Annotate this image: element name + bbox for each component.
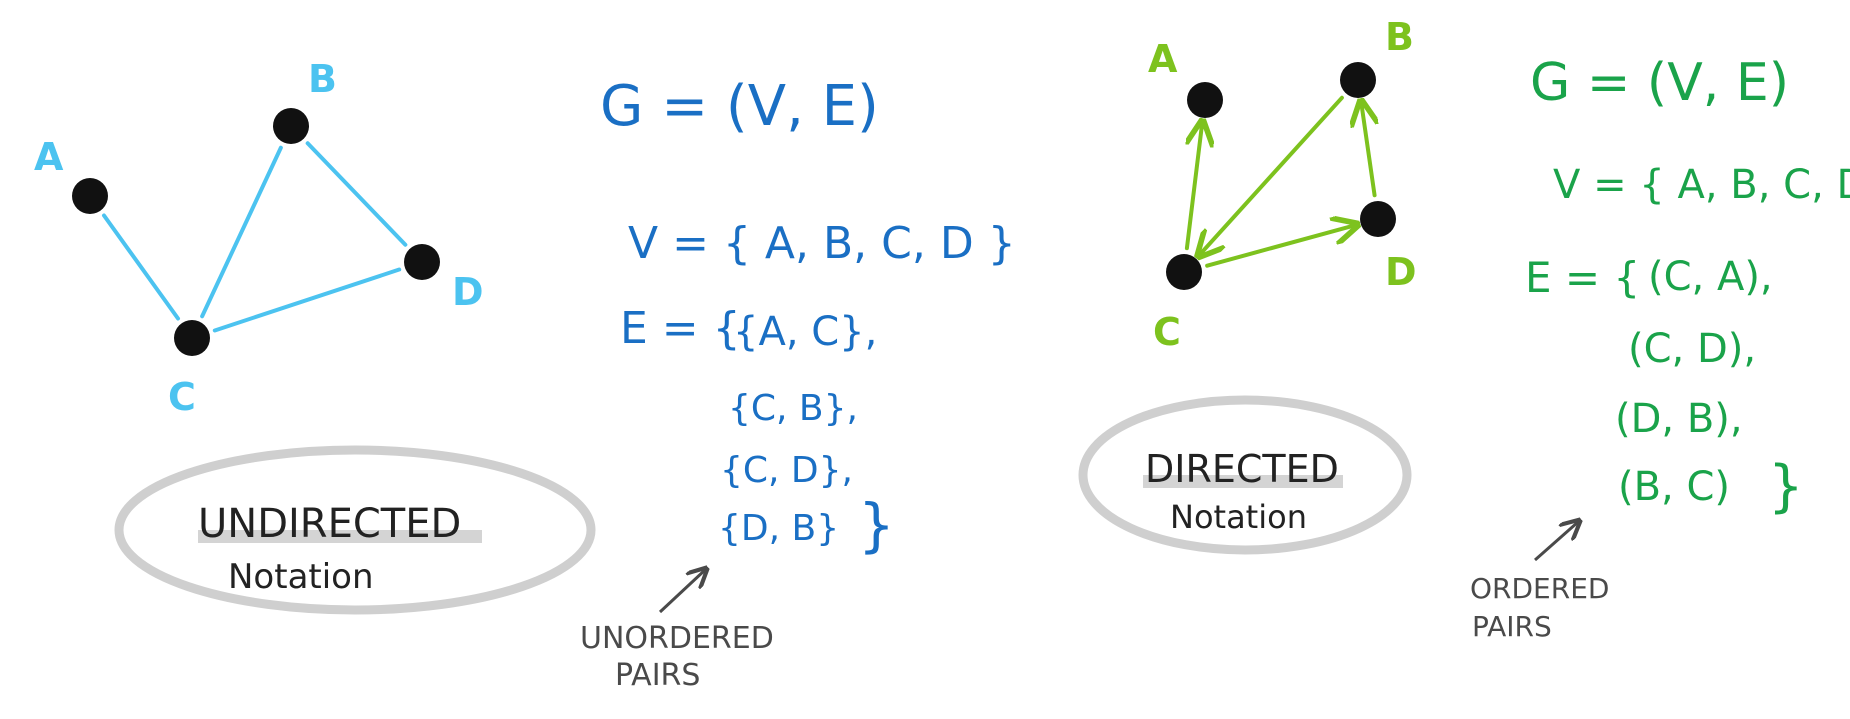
directed-edge-b-c [1200, 95, 1344, 254]
undirected-edge-c-d [212, 267, 402, 333]
undirected-graph-def: G = (V, E) [600, 74, 879, 139]
undirected-title-ellipse [114, 445, 596, 615]
undirected-node-label-c: C [168, 375, 196, 419]
undirected-edge-set-close: } [858, 491, 895, 559]
directed-graph-def: G = (V, E) [1530, 53, 1789, 113]
directed-node-label-d: D [1385, 250, 1417, 294]
undirected-edge-item: {C, B}, [728, 388, 858, 429]
directed-node-d [1360, 201, 1396, 237]
directed-edge-item: (C, A), [1648, 254, 1773, 300]
undirected-vertex-set: V = { A, B, C, D } [628, 218, 1016, 269]
undirected-edge-item: {C, D}, [720, 450, 853, 491]
directed-note: ORDERED PAIRS [1470, 522, 1609, 643]
undirected-edge-item: {A, C}, [733, 309, 877, 355]
undirected-node-d [404, 244, 440, 280]
undirected-edge-set-prefix: E = { [620, 303, 741, 354]
directed-edge-item: (C, D), [1628, 326, 1756, 372]
undirected-edge-a-c [102, 213, 180, 321]
directed-node-label-a: A [1148, 37, 1178, 81]
directed-node-b [1340, 62, 1376, 98]
directed-edge-c-d [1205, 225, 1355, 268]
directed-edge-item: (D, B), [1615, 396, 1743, 442]
directed-note-arrow [1534, 522, 1578, 562]
directed-edge-c-a [1184, 124, 1202, 251]
directed-edge-set-prefix: E = { [1525, 253, 1640, 302]
directed-title-badge: DIRECTED Notation [1078, 395, 1412, 555]
undirected-node-label-b: B [308, 57, 337, 101]
undirected-node-label-a: A [34, 135, 64, 179]
undirected-graph: A B C D [34, 57, 484, 419]
undirected-node-a [72, 178, 108, 214]
undirected-edge-b-d [305, 141, 408, 247]
undirected-title-badge: UNDIRECTED Notation [114, 445, 596, 615]
directed-node-a [1187, 82, 1223, 118]
directed-node-label-c: C [1153, 310, 1181, 354]
directed-node-label-b: B [1385, 15, 1414, 59]
undirected-title-highlight [198, 530, 482, 543]
directed-title-ellipse [1078, 395, 1412, 555]
directed-title-highlight [1143, 475, 1343, 488]
undirected-note: UNORDERED PAIRS [580, 570, 774, 693]
undirected-title: UNDIRECTED [198, 501, 461, 547]
undirected-edge-c-b [200, 145, 283, 319]
undirected-node-c [174, 320, 210, 356]
directed-node-c [1166, 254, 1202, 290]
directed-graph: A B C D [1148, 15, 1417, 354]
directed-note-line2: PAIRS [1472, 610, 1552, 643]
directed-notation: G = (V, E) V = { A, B, C, D } E = { (C, … [1525, 53, 1850, 519]
undirected-note-line1: UNORDERED [580, 621, 774, 656]
undirected-note-line2: PAIRS [615, 658, 700, 693]
undirected-node-label-d: D [452, 270, 484, 314]
directed-note-line1: ORDERED [1470, 572, 1609, 605]
directed-edge-set-close: } [1768, 454, 1804, 519]
directed-subtitle: Notation [1170, 498, 1307, 536]
undirected-edge-item: {D, B} [718, 508, 839, 549]
directed-vertex-set: V = { A, B, C, D } [1553, 162, 1850, 208]
undirected-subtitle: Notation [228, 557, 374, 597]
directed-title: DIRECTED [1145, 447, 1339, 491]
undirected-notation: G = (V, E) V = { A, B, C, D } E = { {A, … [600, 74, 1016, 559]
directed-edge-d-b [1361, 104, 1374, 198]
directed-edge-item: (B, C) [1618, 464, 1730, 510]
undirected-node-b [273, 108, 309, 144]
undirected-note-arrow [658, 570, 705, 614]
